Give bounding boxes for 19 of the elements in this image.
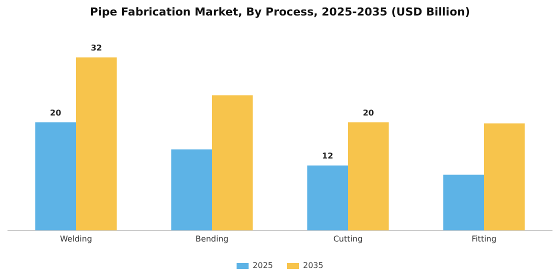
bar xyxy=(212,95,253,230)
data-label: 12 xyxy=(322,152,334,161)
x-tick-label: Cutting xyxy=(333,234,363,244)
bar xyxy=(307,166,348,230)
data-label: 20 xyxy=(50,108,62,118)
chart-title: Pipe Fabrication Market, By Process, 2025-2035 (USD Billion) xyxy=(90,5,470,18)
bar xyxy=(171,149,212,230)
bar xyxy=(35,122,76,230)
bar xyxy=(484,123,525,230)
legend-label: 2025 xyxy=(252,261,273,270)
bar xyxy=(76,57,117,230)
legend-label: 2035 xyxy=(303,261,324,270)
x-tick-label: Bending xyxy=(196,234,228,244)
bar xyxy=(348,122,389,230)
x-tick-label: Welding xyxy=(60,234,92,244)
data-label: 32 xyxy=(90,43,102,52)
data-label: 20 xyxy=(362,108,374,118)
bar xyxy=(443,174,484,230)
x-tick-label: Fitting xyxy=(472,234,496,244)
